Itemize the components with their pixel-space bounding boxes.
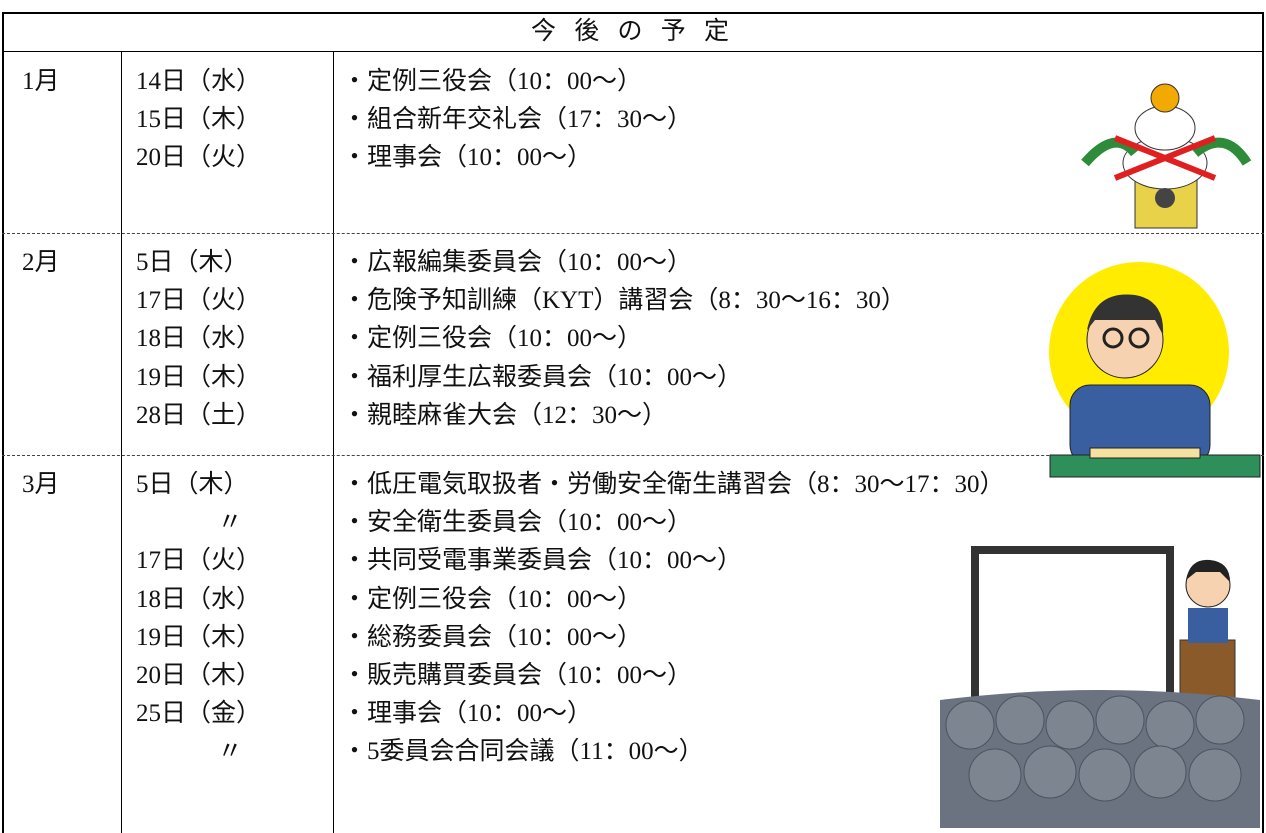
table-title: 今 後 の 予 定: [530, 18, 735, 45]
month-label: 3月: [22, 471, 60, 498]
date: 28日（土）: [136, 401, 262, 429]
event: ・危険予知訓練（KYT）講習会（8：30～16：30）: [342, 287, 906, 315]
date: 19日（木）: [136, 363, 262, 391]
event: ・総務委員会（10：00～）: [342, 623, 643, 651]
event: ・組合新年交礼会（17：30～）: [342, 106, 693, 134]
date: 20日（火）: [136, 144, 262, 172]
month-label: 1月: [22, 68, 60, 95]
date: 〃: [217, 738, 243, 766]
date: 20日（木）: [136, 662, 262, 689]
header-line: [2, 51, 1264, 52]
date: 17日（火）: [136, 547, 262, 575]
event: ・福利厚生広報委員会（10：00～）: [342, 363, 743, 391]
event: ・5委員会合同会議（11：00～）: [342, 738, 704, 766]
mahjong-player-illustration: [1049, 262, 1261, 478]
column-line: [333, 52, 334, 833]
date: 〃: [217, 509, 243, 537]
month-label: 2月: [22, 249, 60, 276]
date: 5日（木）: [136, 249, 249, 276]
event: ・安全衛生委員会（10：00～）: [342, 509, 693, 537]
table-border-top: [2, 12, 1264, 14]
kagami-mochi-illustration: [1081, 83, 1252, 229]
event: ・理事会（10：00～）: [342, 144, 593, 172]
date: 25日（金）: [136, 700, 262, 728]
date: 5日（木）: [136, 471, 249, 498]
table-border-left: [2, 12, 4, 833]
date: 17日（火）: [136, 287, 262, 315]
event: ・広報編集委員会（10：00～）: [342, 249, 693, 276]
row-divider: [2, 233, 1264, 234]
table-border-right: [1262, 12, 1264, 833]
date: 14日（水）: [136, 68, 262, 95]
event: ・共同受電事業委員会（10：00～）: [342, 547, 743, 575]
event: ・定例三役会（10：00～）: [342, 68, 643, 95]
date: 15日（木）: [136, 106, 262, 134]
row-divider: [2, 455, 1264, 456]
event: ・販売購買委員会（10：00～）: [342, 662, 693, 689]
event: ・定例三役会（10：00～）: [342, 585, 643, 613]
event: ・定例三役会（10：00～）: [342, 325, 643, 353]
date: 18日（水）: [136, 325, 262, 353]
event: ・親睦麻雀大会（12：30～）: [342, 401, 668, 429]
event: ・低圧電気取扱者・労働安全衛生講習会（8：30～17：30）: [342, 471, 1005, 498]
date: 18日（水）: [136, 585, 262, 613]
presenter-illustration: [940, 546, 1260, 828]
event: ・理事会（10：00～）: [342, 700, 593, 728]
column-line: [121, 52, 122, 833]
date: 19日（木）: [136, 623, 262, 651]
